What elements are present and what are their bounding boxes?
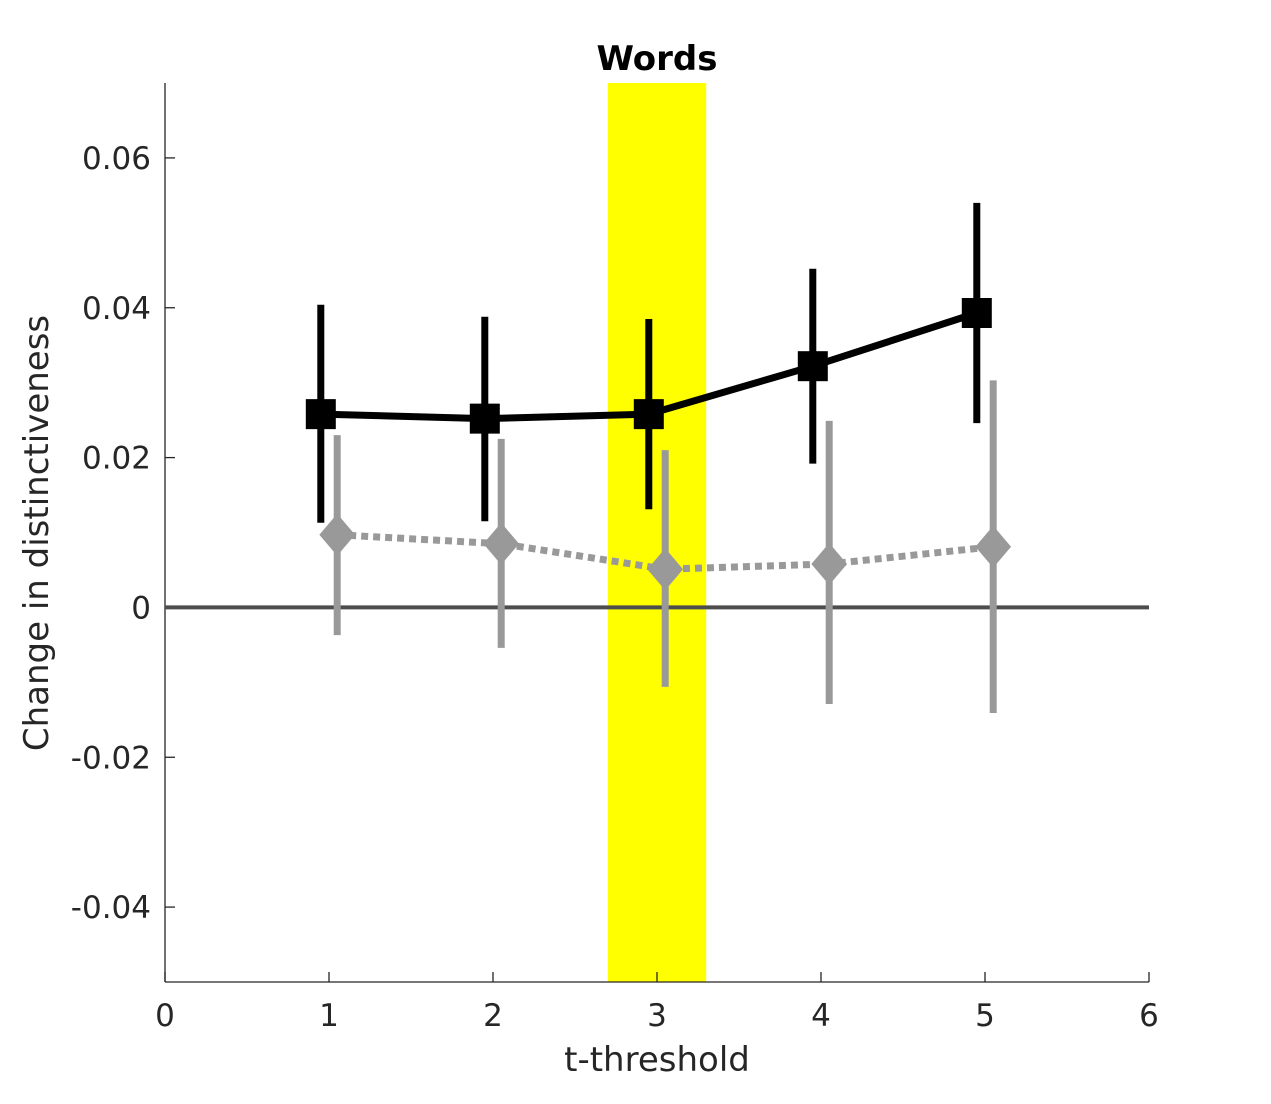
x-tick-label: 0 [155, 998, 175, 1034]
data-point-diamond [483, 522, 520, 565]
tick-labels: 0 1 2 3 4 5 6 -0.04 -0.02 0 0.02 0.04 0.06 [71, 141, 1159, 1034]
x-tick-label: 1 [319, 998, 339, 1034]
x-tick-label: 6 [1139, 998, 1159, 1034]
series-diamond [319, 380, 1012, 714]
y-tick-label: -0.04 [71, 890, 151, 926]
x-tick-label: 5 [975, 998, 995, 1034]
y-tick-label: 0.06 [82, 141, 151, 177]
data-point-diamond [647, 548, 684, 591]
data-point-diamond [319, 513, 356, 556]
x-tick-label: 3 [647, 998, 667, 1034]
chart-title: Words [597, 39, 718, 79]
y-axis-label: Change in distinctiveness [17, 315, 57, 751]
series-layer [305, 202, 1012, 714]
y-tick-label: 0 [131, 590, 151, 626]
y-tick-label: 0.02 [82, 441, 151, 477]
series-square [305, 202, 992, 523]
data-point-square [305, 399, 336, 430]
x-tick-label: 2 [483, 998, 503, 1034]
data-point-diamond [975, 525, 1012, 568]
y-tick-label: -0.02 [71, 740, 151, 776]
data-point-diamond [811, 542, 848, 585]
highlight-band-layer [607, 83, 707, 982]
data-point-square [797, 351, 828, 382]
data-point-square [961, 297, 992, 328]
x-tick-label: 4 [811, 998, 831, 1034]
highlight-band [607, 83, 707, 982]
data-point-square [469, 403, 500, 434]
y-tick-label: 0.04 [82, 291, 151, 327]
data-point-square [633, 399, 664, 430]
x-axis-label: t-threshold [564, 1040, 750, 1080]
